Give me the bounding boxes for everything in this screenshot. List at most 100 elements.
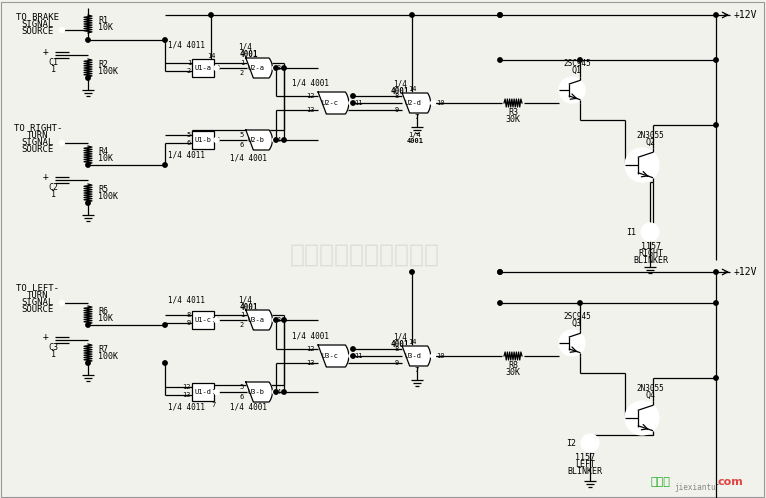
Circle shape — [498, 270, 502, 274]
Circle shape — [581, 434, 599, 452]
Text: 5: 5 — [187, 132, 191, 138]
Text: TO LEFT-: TO LEFT- — [17, 283, 60, 292]
Text: 1/4 4011: 1/4 4011 — [168, 40, 205, 49]
Text: R5: R5 — [98, 184, 108, 194]
Circle shape — [282, 138, 286, 142]
Text: 14: 14 — [207, 53, 215, 59]
Circle shape — [625, 401, 659, 435]
Circle shape — [86, 323, 90, 327]
Text: RIGHT: RIGHT — [639, 249, 663, 257]
Text: U1-d: U1-d — [195, 389, 211, 395]
Polygon shape — [246, 130, 273, 150]
Text: U1-a: U1-a — [195, 65, 211, 71]
Circle shape — [282, 318, 286, 322]
Circle shape — [214, 137, 219, 142]
Text: 13: 13 — [182, 392, 191, 398]
Circle shape — [86, 201, 90, 205]
Circle shape — [498, 13, 502, 17]
Text: 9: 9 — [394, 360, 399, 366]
Text: SOURCE: SOURCE — [22, 304, 54, 314]
Circle shape — [273, 137, 277, 142]
Circle shape — [625, 148, 659, 182]
Text: 2: 2 — [240, 322, 244, 328]
Circle shape — [282, 66, 286, 70]
Text: 2: 2 — [240, 70, 244, 76]
Text: 1/4: 1/4 — [408, 132, 421, 138]
Text: I2: I2 — [566, 439, 576, 448]
Text: 1/4 4001: 1/4 4001 — [231, 402, 267, 411]
Text: 14: 14 — [408, 339, 416, 345]
Text: 1/4 4001: 1/4 4001 — [292, 332, 329, 341]
Circle shape — [273, 66, 278, 70]
Text: 100K: 100K — [98, 67, 118, 76]
Text: 3: 3 — [277, 65, 281, 71]
Text: 2SC945: 2SC945 — [563, 58, 591, 68]
Circle shape — [163, 163, 167, 167]
Text: .: . — [716, 477, 720, 487]
Text: TO BRAKE: TO BRAKE — [17, 12, 60, 21]
Text: +: + — [43, 47, 49, 57]
Circle shape — [410, 13, 414, 17]
Text: R3: R3 — [508, 108, 518, 117]
Text: 7: 7 — [415, 114, 419, 120]
Bar — [192, 59, 214, 77]
Text: 1: 1 — [240, 60, 244, 66]
Circle shape — [430, 101, 436, 106]
Text: 1/4: 1/4 — [238, 42, 252, 51]
Text: U2-d: U2-d — [404, 100, 421, 106]
Text: 3: 3 — [216, 65, 220, 71]
Text: U3-d: U3-d — [404, 353, 421, 359]
Text: 4001: 4001 — [391, 340, 409, 349]
Circle shape — [578, 301, 582, 305]
Text: 1/4: 1/4 — [238, 295, 252, 304]
Text: 4: 4 — [216, 137, 220, 143]
Polygon shape — [246, 382, 273, 402]
Text: 100K: 100K — [98, 192, 118, 201]
Text: 1: 1 — [51, 350, 55, 359]
Circle shape — [351, 347, 355, 351]
Text: SIGNAL: SIGNAL — [22, 297, 54, 306]
Text: C3: C3 — [48, 343, 58, 352]
Circle shape — [351, 94, 355, 98]
Polygon shape — [402, 346, 430, 366]
Text: 30K: 30K — [506, 368, 521, 376]
Circle shape — [586, 439, 594, 447]
Text: 2SC945: 2SC945 — [563, 312, 591, 321]
Text: 4001: 4001 — [240, 49, 258, 58]
Text: LEFT: LEFT — [575, 460, 595, 469]
Text: 11: 11 — [354, 353, 362, 359]
Circle shape — [410, 270, 414, 274]
Text: +: + — [43, 172, 49, 182]
Text: 1: 1 — [51, 190, 55, 199]
Text: 8: 8 — [394, 346, 399, 352]
Text: U1-c: U1-c — [195, 317, 211, 323]
Text: 3: 3 — [277, 317, 281, 323]
Text: 7: 7 — [415, 367, 419, 373]
Text: 9: 9 — [187, 320, 191, 326]
Circle shape — [273, 138, 278, 142]
Text: 1/4: 1/4 — [393, 333, 407, 342]
Circle shape — [714, 301, 719, 305]
Circle shape — [209, 13, 213, 17]
Text: 4001: 4001 — [391, 87, 409, 96]
Text: U2-a: U2-a — [247, 65, 264, 71]
Polygon shape — [246, 310, 273, 330]
Text: BLINKER: BLINKER — [633, 255, 669, 264]
Text: U3-b: U3-b — [247, 389, 264, 395]
Text: 1/4 4011: 1/4 4011 — [168, 150, 205, 159]
Text: 1/4 4011: 1/4 4011 — [168, 402, 205, 411]
Text: 13: 13 — [306, 107, 315, 113]
Text: U2-c: U2-c — [322, 100, 339, 106]
Circle shape — [559, 77, 585, 103]
Circle shape — [214, 318, 219, 323]
Text: 10K: 10K — [98, 22, 113, 31]
Text: 4001: 4001 — [407, 138, 424, 144]
Text: 6: 6 — [187, 140, 191, 146]
Text: TO RIGHT-: TO RIGHT- — [14, 124, 62, 132]
Circle shape — [86, 163, 90, 167]
Text: +12V: +12V — [733, 10, 757, 20]
Circle shape — [273, 390, 278, 394]
Circle shape — [273, 66, 277, 71]
Text: 1/4: 1/4 — [393, 80, 407, 89]
Text: I1: I1 — [626, 228, 636, 237]
